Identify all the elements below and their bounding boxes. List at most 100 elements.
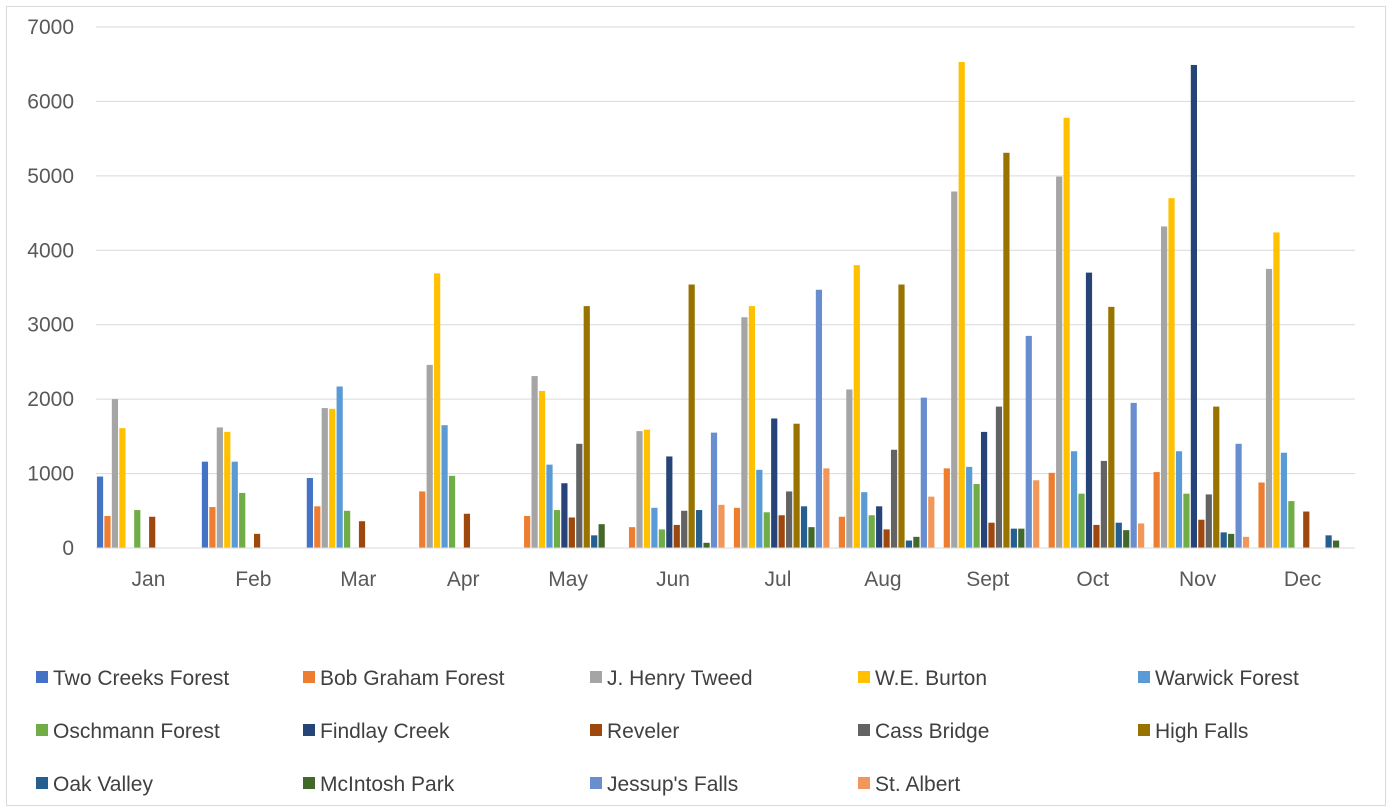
- bar: [883, 529, 890, 548]
- bar: [531, 376, 538, 548]
- bar: [980, 431, 988, 548]
- legend-label: J. Henry Tweed: [607, 667, 753, 690]
- bar: [861, 492, 868, 548]
- bar: [216, 427, 223, 548]
- bar: [1303, 511, 1310, 548]
- bar: [96, 476, 104, 548]
- bar: [876, 506, 883, 548]
- bar: [1100, 460, 1107, 548]
- bar: [1183, 493, 1190, 548]
- bar: [838, 516, 845, 548]
- bar: [111, 399, 119, 548]
- bar: [1175, 451, 1183, 548]
- bar: [1205, 494, 1212, 548]
- bar: [1280, 452, 1288, 548]
- bar: [1138, 523, 1145, 548]
- x-tick-label: Aug: [864, 568, 901, 591]
- bar: [1130, 402, 1137, 548]
- legend-swatch: [590, 671, 602, 683]
- bar: [643, 429, 651, 548]
- bar: [1325, 535, 1332, 548]
- bar: [756, 469, 763, 548]
- bar: [538, 390, 546, 548]
- bar: [1161, 226, 1168, 548]
- bar: [1056, 176, 1063, 548]
- bar: [905, 540, 913, 548]
- legend-swatch: [36, 671, 48, 683]
- legend-label: Warwick Forest: [1155, 667, 1299, 690]
- bar: [434, 273, 441, 548]
- bar: [583, 306, 590, 548]
- bar: [658, 529, 665, 548]
- legend-label: Findlay Creek: [320, 720, 450, 743]
- x-tick-label: Nov: [1179, 568, 1217, 591]
- legend-swatch: [1138, 724, 1150, 736]
- bar: [209, 507, 216, 548]
- y-axis-ticks: 0 1000 2000 3000 4000 5000 6000 7000: [27, 16, 74, 560]
- bar: [1070, 451, 1078, 548]
- y-tick-label: 4000: [27, 239, 74, 262]
- bar: [1010, 528, 1017, 548]
- bar: [778, 515, 785, 548]
- bar: [1025, 335, 1032, 548]
- bar: [1048, 472, 1055, 548]
- bar: [239, 492, 246, 548]
- bar: [666, 456, 673, 548]
- bar: [696, 510, 703, 548]
- bar: [321, 408, 328, 548]
- x-axis-ticks: Jan Feb Mar Apr May Jun Jul Aug Sept Oct Nov Dec: [132, 568, 1322, 591]
- bar: [231, 461, 238, 548]
- legend-label: Oschmann Forest: [53, 720, 220, 743]
- bar: [336, 386, 343, 548]
- bar: [815, 289, 823, 548]
- bar: [426, 364, 433, 548]
- bar: [598, 524, 605, 548]
- bar: [358, 521, 366, 548]
- bar: [628, 527, 636, 548]
- bar: [898, 284, 905, 548]
- bar: [1003, 152, 1010, 548]
- bar: [254, 533, 261, 548]
- legend-swatch: [858, 671, 870, 683]
- legend-swatch: [590, 724, 602, 736]
- bar: [134, 510, 141, 548]
- bar: [1078, 493, 1085, 548]
- bar: [748, 306, 755, 548]
- bars: [96, 61, 1340, 549]
- x-tick-label: Jun: [656, 568, 690, 591]
- bar: [463, 513, 471, 548]
- bar: [104, 515, 111, 548]
- bar: [1108, 306, 1115, 548]
- bar: [793, 423, 800, 548]
- bar: [823, 468, 830, 548]
- legend-swatch: [858, 724, 870, 736]
- legend-label: Jessup's Falls: [607, 773, 738, 796]
- bar: [419, 491, 426, 548]
- bar: [568, 517, 575, 548]
- bar: [995, 406, 1003, 548]
- legend-label: Oak Valley: [53, 773, 153, 796]
- y-tick-label: 7000: [27, 16, 74, 39]
- bar: [1332, 540, 1340, 548]
- bar: [546, 464, 553, 548]
- bar: [868, 515, 875, 548]
- bar: [1085, 272, 1093, 548]
- x-tick-label: Apr: [447, 568, 480, 591]
- bar: [943, 468, 950, 548]
- legend-swatch: [303, 724, 315, 736]
- bar: [673, 524, 680, 548]
- bar: [344, 510, 351, 548]
- x-tick-label: Jan: [132, 568, 166, 591]
- bar: [561, 483, 568, 548]
- bar: [988, 522, 995, 548]
- bar: [1190, 64, 1197, 549]
- bar: [201, 461, 209, 548]
- bar: [920, 397, 927, 548]
- bar: [1063, 117, 1070, 548]
- bar: [1033, 480, 1040, 548]
- y-tick-label: 6000: [27, 90, 74, 113]
- x-tick-label: Feb: [235, 568, 271, 591]
- x-tick-label: Mar: [340, 568, 376, 591]
- bar: [329, 408, 336, 548]
- bar: [1123, 530, 1130, 548]
